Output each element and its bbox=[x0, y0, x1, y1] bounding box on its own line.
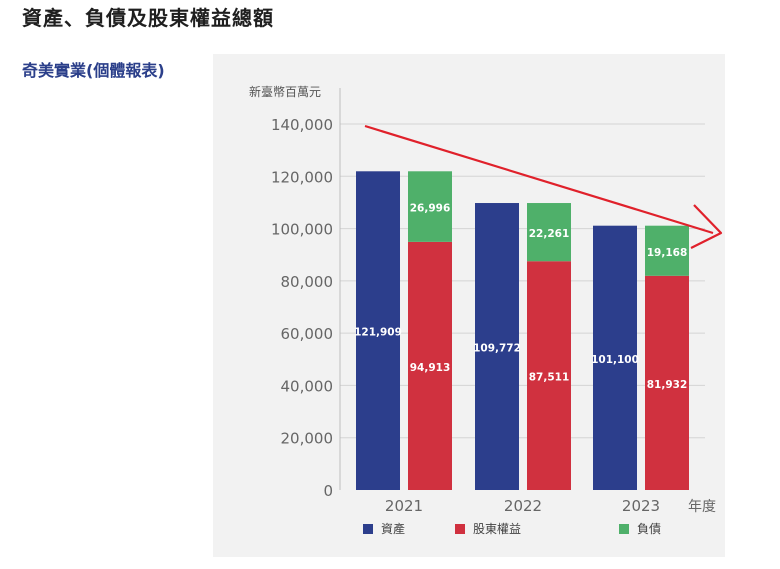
y-tick-label: 0 bbox=[323, 482, 333, 500]
legend-item-liabilities: 負債 bbox=[619, 520, 661, 537]
y-tick-label: 40,000 bbox=[281, 377, 334, 395]
trend-arrow-line bbox=[364, 124, 714, 235]
bar-assets bbox=[593, 225, 637, 490]
x-axis-label: 年度 bbox=[688, 499, 716, 515]
bar-equity bbox=[645, 275, 689, 490]
bar-equity bbox=[527, 261, 571, 490]
legend-label-equity: 股東權益 bbox=[473, 522, 522, 536]
chart-panel: 新臺幣百萬元 0 20,000 40,000 60,000 80,000 100,000 12… bbox=[213, 54, 725, 557]
legend-item-assets: 資產 bbox=[363, 520, 405, 537]
x-tick-label: 2021 bbox=[385, 497, 423, 515]
legend-item-equity: 股東權益 bbox=[455, 520, 521, 537]
legend-label-liabilities: 負債 bbox=[637, 522, 662, 536]
bar-assets bbox=[356, 171, 400, 490]
page-title: 資產、負債及股東權益總額 bbox=[22, 6, 274, 30]
y-tick-label: 140,000 bbox=[271, 116, 333, 134]
data-label-liabilities: 19,168 bbox=[647, 247, 688, 259]
y-tick-label: 120,000 bbox=[271, 168, 333, 186]
legend-swatch-equity bbox=[455, 523, 465, 534]
y-tick-label: 20,000 bbox=[281, 430, 334, 448]
bar-liabilities bbox=[645, 225, 689, 276]
data-label-assets: 109,772 bbox=[473, 343, 521, 355]
trend-arrow-head bbox=[690, 204, 723, 249]
data-label-assets: 121,909 bbox=[354, 327, 402, 339]
data-label-equity: 81,932 bbox=[647, 379, 688, 391]
bar-liabilities bbox=[408, 171, 452, 242]
y-tick-label: 80,000 bbox=[281, 273, 334, 291]
bar-liabilities bbox=[527, 203, 571, 262]
balance-chart: 新臺幣百萬元 0 20,000 40,000 60,000 80,000 100,000 12… bbox=[249, 84, 723, 515]
legend-swatch-liabilities bbox=[619, 523, 629, 534]
data-label-equity: 87,511 bbox=[529, 372, 570, 384]
y-tick-label: 100,000 bbox=[271, 221, 333, 239]
data-label-assets: 101,100 bbox=[591, 354, 639, 366]
chart-legend: 資產 股東權益 負債 bbox=[213, 520, 725, 544]
legend-swatch-assets bbox=[363, 523, 373, 534]
data-label-liabilities: 22,261 bbox=[529, 228, 570, 240]
x-tick-label: 2023 bbox=[622, 497, 660, 515]
x-tick-label: 2022 bbox=[504, 497, 542, 515]
bar-equity bbox=[408, 241, 452, 490]
legend-label-assets: 資產 bbox=[381, 522, 406, 536]
unit-label: 新臺幣百萬元 bbox=[249, 84, 321, 99]
data-label-equity: 94,913 bbox=[410, 362, 451, 374]
report-subtitle: 奇美實業(個體報表) bbox=[22, 61, 165, 80]
y-tick-label: 60,000 bbox=[281, 325, 334, 343]
data-label-liabilities: 26,996 bbox=[410, 203, 451, 215]
bar-assets bbox=[475, 203, 519, 490]
